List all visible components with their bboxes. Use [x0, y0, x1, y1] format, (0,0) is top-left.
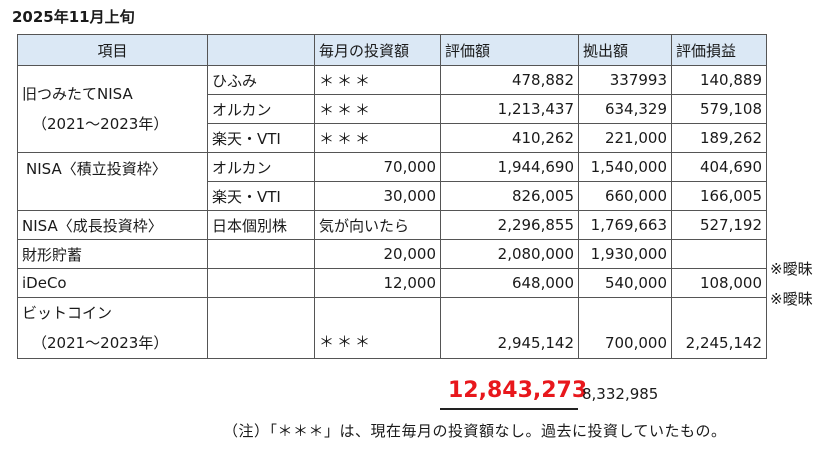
- contribution: 700,000: [578, 297, 672, 359]
- portfolio-table: 項目 毎月の投資額 評価額 拠出額 評価損益 旧つみたてNISA （2021〜2…: [17, 34, 767, 359]
- gain: 166,005: [671, 181, 767, 211]
- gain: 527,192: [671, 210, 767, 240]
- footnote: （注）「＊＊＊」は、現在毎月の投資額なし。過去に投資していたもの。: [223, 422, 727, 440]
- table-row: 旧つみたてNISA （2021〜2023年） ひふみ ＊＊＊ 478,882 3…: [17, 65, 767, 153]
- valuation: 478,882: [440, 65, 579, 95]
- side-note-ideco: ※曖昧: [770, 290, 813, 308]
- fund-name: [207, 268, 315, 298]
- table-row: 楽天・VTI 30,000 826,005 660,000 166,005: [18, 181, 767, 211]
- fund-name: 楽天・VTI: [207, 181, 315, 211]
- fund-name: [207, 239, 315, 269]
- contribution: 540,000: [578, 268, 672, 298]
- contribution: 1,930,000: [578, 239, 672, 269]
- monthly-amount: 12,000: [314, 268, 441, 298]
- valuation: 2,945,142: [440, 297, 579, 359]
- header-contribution: 拠出額: [578, 34, 672, 66]
- gain: 140,889: [671, 65, 767, 95]
- fund-name: 日本個別株: [207, 210, 315, 240]
- group-label: ビットコイン: [22, 304, 113, 322]
- page-title: 2025年11月上旬: [12, 8, 135, 26]
- header-blank: [207, 34, 315, 66]
- monthly-amount: ＊＊＊: [314, 123, 441, 153]
- valuation: 648,000: [440, 268, 579, 298]
- valuation: 1,213,437: [440, 94, 579, 124]
- valuation: 1,944,690: [440, 152, 579, 182]
- fund-name: 楽天・VTI: [207, 123, 315, 153]
- header-valuation: 評価額: [440, 34, 579, 66]
- group-bitcoin: ビットコイン （2021〜2023年）: [17, 297, 208, 359]
- total-valuation: 12,843,273: [448, 378, 588, 403]
- contribution: 1,540,000: [578, 152, 672, 182]
- fund-name: オルカン: [207, 94, 315, 124]
- table-row: オルカン ＊＊＊ 1,213,437 634,329 579,108: [18, 94, 767, 124]
- monthly-amount: ＊＊＊: [314, 65, 441, 95]
- monthly-amount: 30,000: [314, 181, 441, 211]
- group-nisa-seicho: NISA〈成長投資枠〉: [17, 210, 208, 240]
- total-contribution: 8,332,985: [582, 385, 659, 403]
- valuation: 2,296,855: [440, 210, 579, 240]
- fund-name: ひふみ: [207, 65, 315, 95]
- group-sublabel: （2021〜2023年）: [32, 334, 169, 352]
- table-row: 楽天・VTI ＊＊＊ 410,262 221,000 189,262: [18, 123, 767, 153]
- monthly-amount: ＊＊＊: [314, 94, 441, 124]
- contribution: 1,769,663: [578, 210, 672, 240]
- valuation: 410,262: [440, 123, 579, 153]
- group-ideco: iDeCo: [17, 268, 208, 298]
- table-row: NISA〈積立投資枠〉 オルカン 70,000 1,944,690 1,540,…: [17, 152, 767, 211]
- valuation: 826,005: [440, 181, 579, 211]
- group-zaikei: 財形貯蓄: [17, 239, 208, 269]
- gain: 579,108: [671, 94, 767, 124]
- table-row: 財形貯蓄 20,000 2,080,000 1,930,000: [17, 239, 767, 269]
- gain: 2,245,142: [671, 297, 767, 359]
- fund-name: [207, 297, 315, 359]
- group-label: 旧つみたてNISA: [22, 85, 133, 103]
- gain: 189,262: [671, 123, 767, 153]
- table-row: iDeCo 12,000 648,000 540,000 108,000: [17, 268, 767, 298]
- valuation: 2,080,000: [440, 239, 579, 269]
- contribution: 660,000: [578, 181, 672, 211]
- gain: [671, 239, 767, 269]
- header-row: 項目 毎月の投資額 評価額 拠出額 評価損益: [17, 34, 767, 66]
- monthly-amount: 20,000: [314, 239, 441, 269]
- fund-name: オルカン: [207, 152, 315, 182]
- header-item: 項目: [17, 34, 208, 66]
- monthly-amount: ＊＊＊: [314, 297, 441, 359]
- header-gain: 評価損益: [671, 34, 767, 66]
- monthly-amount: 気が向いたら: [314, 210, 441, 240]
- gain: 108,000: [671, 268, 767, 298]
- contribution: 221,000: [578, 123, 672, 153]
- table-row: NISA〈成長投資枠〉 日本個別株 気が向いたら 2,296,855 1,769…: [17, 210, 767, 240]
- header-monthly: 毎月の投資額: [314, 34, 441, 66]
- contribution: 634,329: [578, 94, 672, 124]
- monthly-amount: 70,000: [314, 152, 441, 182]
- side-note-zaikei: ※曖昧: [770, 260, 813, 278]
- total-underline: [440, 408, 578, 410]
- table-row: ビットコイン （2021〜2023年） ＊＊＊ 2,945,142 700,00…: [17, 297, 767, 359]
- gain: 404,690: [671, 152, 767, 182]
- group-nisa-tsumitate: NISA〈積立投資枠〉: [17, 152, 208, 211]
- group-sublabel: （2021〜2023年）: [32, 115, 169, 133]
- group-kyu-nisa: 旧つみたてNISA （2021〜2023年）: [17, 65, 208, 153]
- contribution: 337993: [578, 65, 672, 95]
